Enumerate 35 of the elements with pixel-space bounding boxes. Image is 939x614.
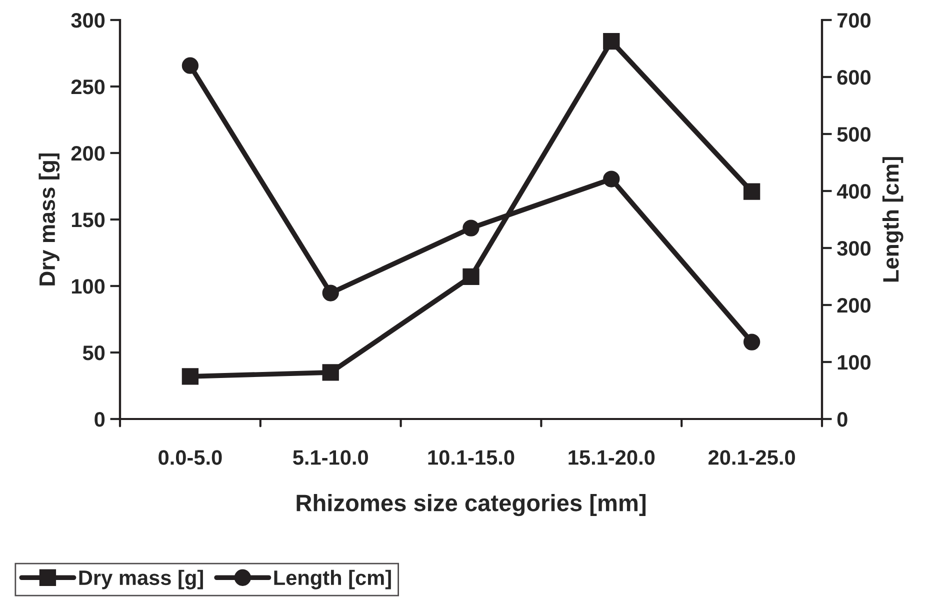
y2-axis-title: Length [cm] — [882, 157, 904, 282]
x-tick-label: 10.1-15.0 — [428, 450, 514, 465]
point — [603, 32, 620, 50]
y-axis-title: Dry mass [g] — [38, 153, 60, 286]
y2-tick-label: 600 — [837, 70, 870, 85]
point — [182, 368, 199, 385]
y-tick-label: 50 — [82, 346, 105, 360]
y-tick-label: 100 — [72, 279, 105, 294]
x-tick-label: 5.1-10.0 — [293, 450, 368, 465]
y-tick-label: 150 — [72, 212, 105, 228]
y2-tick-label: 100 — [838, 355, 870, 370]
point — [603, 170, 620, 188]
legend-label: Length [cm] — [274, 570, 391, 590]
y2-tick-label: 200 — [837, 298, 870, 313]
y-tick-label: 250 — [71, 80, 105, 94]
x-tick-label: 0.0-5.0 — [158, 450, 222, 465]
point — [322, 284, 339, 302]
point — [322, 364, 339, 381]
point — [182, 57, 199, 74]
x-axis-title: Rhizomes size categories [mm] — [296, 494, 646, 516]
legend-label: Dry mass [g] — [79, 570, 203, 590]
x-tick-label: 20.1-25.0 — [708, 450, 795, 465]
y2-tick-label: 500 — [837, 127, 870, 142]
y2-tick-label: 400 — [836, 184, 870, 199]
y-tick-label: 200 — [71, 146, 105, 161]
y2-tick-label: 300 — [837, 241, 870, 256]
y2-tick-label: 700 — [837, 13, 870, 28]
point — [743, 183, 760, 200]
point — [462, 220, 480, 236]
y-tick-label: 300 — [71, 13, 105, 28]
x-tick-label: 15.1-20.0 — [568, 450, 655, 465]
y2-tick-label: 0 — [837, 412, 848, 427]
point — [462, 268, 480, 286]
point — [743, 334, 760, 350]
y-tick-label: 0 — [94, 412, 105, 427]
